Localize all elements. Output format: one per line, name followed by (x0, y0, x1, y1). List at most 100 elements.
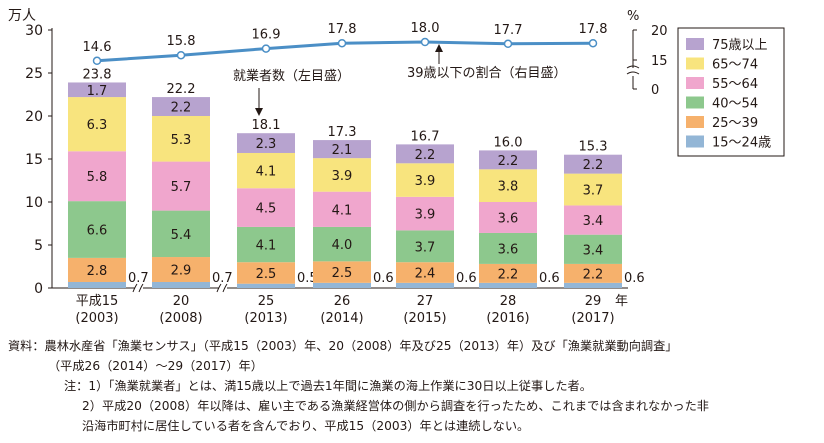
line-point (337, 38, 347, 48)
x-tick-label: 20 (173, 294, 190, 309)
source-note: 資料：農林水産省「漁業センサス」（平成15（2003）年、20（2008）年及び… (8, 339, 678, 353)
bar-segment (313, 191, 371, 227)
bar-value-label: 3.7 (415, 240, 436, 255)
note-2-line-2: 沿海市町村に居住している者を含んでおり、平成15（2003）年とは連続しない。 (82, 419, 530, 433)
legend-swatch (686, 116, 704, 128)
line-value-label: 18.0 (411, 21, 440, 36)
bar-value-label: 5.7 (171, 180, 192, 195)
y2-axis-break (626, 65, 640, 75)
bar-segment (313, 282, 371, 288)
x-tick-label-western: (2016) (486, 311, 529, 326)
bar-total-label: 18.1 (252, 118, 281, 133)
y-tick-label: 0 (34, 281, 43, 297)
bar-value-label: 3.8 (498, 180, 519, 195)
bar-segment (564, 154, 622, 174)
bar-segment (237, 133, 295, 153)
bar-total-label: 23.8 (83, 67, 112, 82)
line-point (588, 38, 598, 48)
bar-segment (396, 163, 454, 197)
bar-value-label: 4.1 (332, 203, 353, 218)
y2-tick-label: 0 (651, 83, 659, 98)
bar-value-label-outside: 0.7 (128, 271, 149, 286)
x-tick-label: 25 (258, 294, 275, 309)
bar-segment (313, 158, 371, 192)
bar-value-label: 3.4 (583, 243, 604, 258)
line-value-label: 14.6 (83, 40, 112, 55)
bar-value-label: 2.3 (256, 137, 277, 152)
bars-annotation: 就業者数（左目盛） (233, 68, 350, 84)
bar-value-label: 5.3 (171, 133, 192, 148)
bar-segment (152, 97, 210, 116)
bar-segment (68, 82, 126, 98)
bar-value-label: 2.2 (498, 267, 519, 282)
bar-segment (237, 262, 295, 284)
x-tick-label: 27 (417, 294, 434, 309)
bar-segment (396, 196, 454, 231)
bar-value-label: 4.1 (256, 165, 277, 180)
bar-segment (313, 226, 371, 262)
bar-value-label: 5.8 (87, 170, 108, 185)
x-axis-suffix: 年 (615, 294, 628, 309)
line-annotation-arrowhead (435, 44, 443, 52)
line-point (261, 44, 271, 53)
bar-segment (479, 232, 537, 264)
bar-value-label: 2.5 (332, 266, 353, 281)
x-tick-label: 28 (500, 294, 517, 309)
bars-annotation-arrowhead (255, 108, 263, 116)
y-axis-unit: 万人 (8, 8, 36, 24)
y-tick-label: 15 (25, 152, 43, 168)
axis-break-mark (132, 283, 144, 293)
bar-segment (68, 281, 126, 288)
bar-total-label: 22.2 (167, 82, 196, 97)
legend-label: 15〜24歳 (712, 136, 771, 151)
legend-label: 55〜64 (712, 77, 758, 92)
line-value-label: 17.7 (494, 23, 523, 38)
bar-segment (479, 263, 537, 283)
bar-segment (237, 283, 295, 288)
bar-segment (396, 230, 454, 263)
bar-segment (152, 210, 210, 258)
bar-segment (479, 150, 537, 170)
bar-value-label: 4.1 (256, 239, 277, 254)
bar-segment (479, 169, 537, 202)
bar-value-label: 2.9 (171, 264, 192, 279)
bar-total-label: 16.7 (411, 129, 440, 144)
legend-swatch (686, 96, 704, 109)
bar-value-label: 2.5 (256, 267, 277, 282)
note-2-line-1: 2）平成20（2008）年以降は、雇い主である漁業経営体の側から調査を行ったため… (82, 399, 709, 413)
bar-value-label: 2.4 (415, 267, 436, 282)
bar-value-label: 3.9 (415, 208, 436, 223)
bar-segment (564, 234, 622, 264)
line-value-label: 15.8 (167, 34, 196, 49)
line-point (92, 56, 102, 66)
y-tick-label: 5 (34, 238, 43, 254)
bar-segment (564, 173, 622, 206)
bar-value-label: 2.2 (583, 267, 604, 282)
bar-segment (237, 188, 295, 227)
bar-value-label: 3.9 (415, 174, 436, 189)
bar-value-label-outside: 0.6 (456, 271, 477, 286)
line-point (420, 37, 430, 47)
bar-segment (564, 205, 622, 235)
line-point (503, 39, 513, 49)
bar-segment (396, 262, 454, 283)
legend-label: 65〜74 (712, 58, 758, 73)
bar-value-label-outside: 0.6 (624, 271, 645, 286)
x-tick-label-western: (2017) (571, 311, 614, 326)
line-value-label: 17.8 (579, 22, 608, 37)
bar-total-label: 15.3 (579, 140, 608, 155)
bar-segment (152, 116, 210, 162)
bar-segment (68, 257, 126, 282)
x-tick-label: 29 (585, 294, 602, 309)
legend-swatch (686, 135, 704, 148)
legend-swatch (686, 38, 704, 50)
bar-value-label: 2.2 (171, 101, 192, 116)
bar-value-label: 6.6 (87, 224, 108, 239)
y-tick-label: 25 (25, 66, 43, 82)
axis-break-gap (135, 282, 143, 294)
y2-tick-label: 15 (651, 54, 668, 69)
y-tick-label: 20 (25, 109, 43, 125)
source-note-continued: （平成26（2014）～29（2017）年） (48, 359, 263, 373)
legend-label: 75歳以上 (712, 38, 768, 53)
bar-segment (68, 151, 126, 202)
